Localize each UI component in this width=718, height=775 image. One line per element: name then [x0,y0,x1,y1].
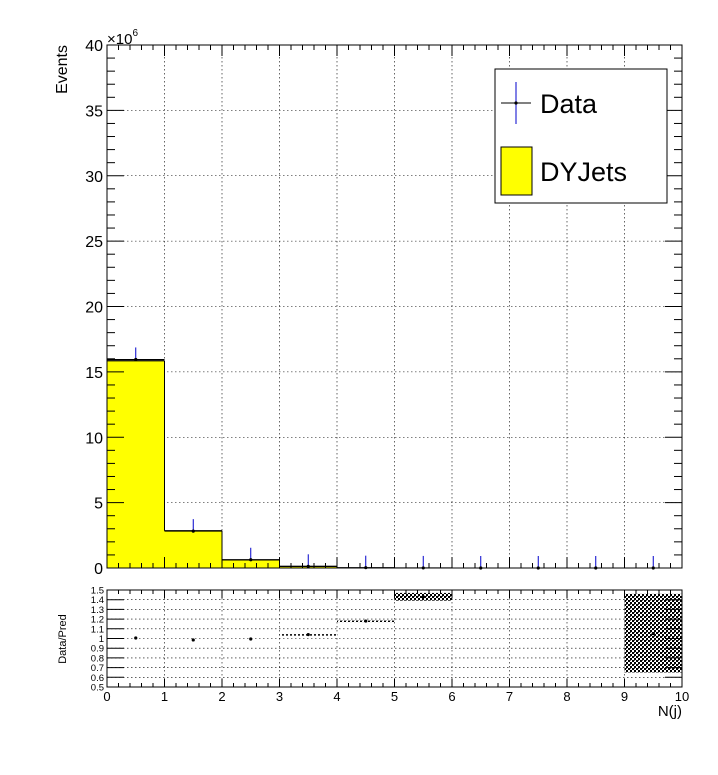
main-y-tick-label: 10 [85,430,103,447]
ratio-y-tick-label: 1.3 [91,605,104,616]
main-y-tick-label: 25 [85,234,103,251]
x-tick-label: 0 [103,689,110,704]
data-point [134,357,138,362]
x-tick-labels: 0 1 2 3 4 5 6 7 8 9 10 [103,689,689,704]
ratio-y-tick-label: 1 [99,634,104,645]
ratio-y-tick-label: 0.9 [91,644,104,655]
ratio-point [421,595,425,599]
ratio-point [651,632,655,636]
ratio-points [134,595,655,642]
y-exponent-power: 6 [132,28,138,39]
legend-dyjets-label: DYJets [540,157,627,187]
main-gridlines [107,45,682,568]
dyjets-histogram [106,360,338,568]
ratio-point [134,636,138,640]
x-tick-label: 3 [276,689,283,704]
legend-data-label: Data [540,89,598,119]
x-tick-label: 7 [506,689,513,704]
x-tick-label: 6 [448,689,455,704]
main-y-tick-label: 35 [85,103,103,120]
main-y-tick-label: 40 [85,38,103,55]
data-point [306,564,310,568]
main-y-tick-label: 0 [94,561,103,578]
x-tick-label: 10 [675,689,689,704]
ratio-y-tick-label: 0.7 [91,663,104,674]
dyjets-bar [107,360,165,568]
main-plot-frame [106,44,683,569]
legend: Data DYJets [494,68,668,204]
main-y-tick-label: 30 [85,169,103,186]
y-exponent-base: ×10 [107,31,132,48]
x-tick-label: 9 [621,689,628,704]
main-plot-panel: 0 5 10 15 20 25 30 35 40 Events ×106 Data DYJets [54,28,683,578]
ratio-y-tick-label: 0.8 [91,653,104,664]
y-axis-title: Events [54,45,71,94]
x-tick-label: 2 [218,689,225,704]
x-tick-label: 4 [333,689,340,704]
data-point [191,529,195,533]
x-tick-label: 8 [563,689,570,704]
ratio-point [249,637,253,641]
ratio-y-tick-labels: 0.50.60.70.80.911.11.21.31.41.5 [91,586,104,694]
ratio-gridlines [107,590,682,687]
main-y-tick-labels: 0 5 10 15 20 25 30 35 40 [85,38,103,578]
ratio-y-tick-label: 0.6 [91,673,104,684]
ratio-y-tick-label: 0.5 [91,683,104,694]
main-y-tick-label: 20 [85,300,103,317]
x-tick-label: 5 [391,689,398,704]
ratio-point [306,633,310,637]
x-axis-title: N(j) [658,703,682,720]
legend-data-marker-icon [514,101,518,105]
data-point [249,558,253,562]
y-exponent-label: ×106 [107,28,138,48]
x-tick-label: 1 [161,689,168,704]
ratio-y-tick-label: 1.5 [91,586,104,597]
ratio-y-tick-label: 1.1 [91,624,104,635]
ratio-point [191,638,195,642]
main-y-tick-label: 5 [94,496,103,513]
legend-dyjets-swatch-icon [500,146,533,196]
ratio-plot-frame [106,589,683,688]
dyjets-bar [222,559,280,568]
main-y-tick-label: 15 [85,365,103,382]
dyjets-bar [164,530,222,568]
ratio-y-tick-label: 1.2 [91,615,104,626]
ratio-y-axis-title: Data/Pred [57,614,69,664]
ratio-y-tick-label: 1.4 [91,595,104,606]
ratio-point [364,619,368,623]
